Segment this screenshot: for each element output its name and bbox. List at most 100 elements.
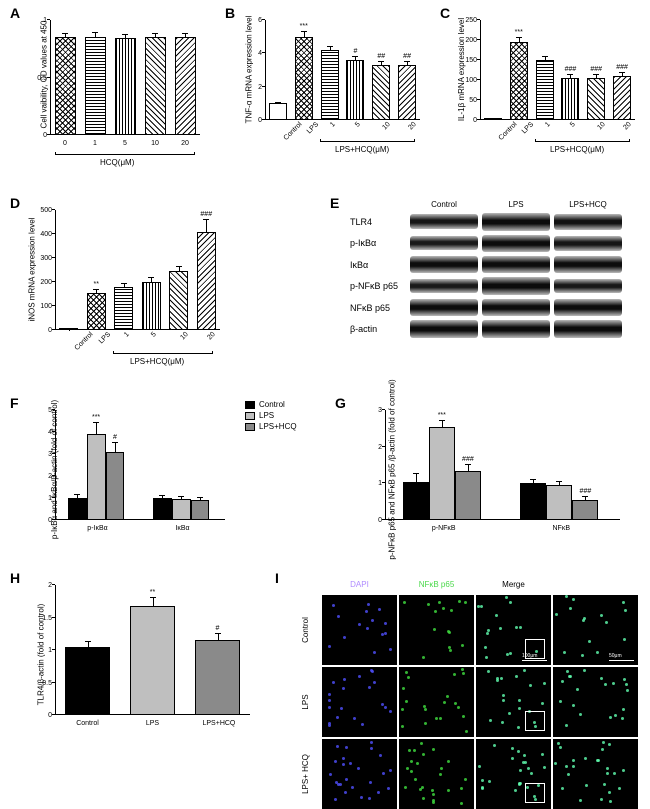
blot-header-Control: Control — [408, 200, 480, 209]
panel-h-chart: **# 00.511.52 ControlLPSLPS+HCQ — [55, 585, 250, 715]
panel-f-ylabel: p-IκBα and IκBα/β-actin (fold of control… — [50, 400, 59, 539]
bar-C-5 — [613, 76, 631, 120]
panel-g-chart: ***###### 0123 p-NFκBNFκB — [385, 410, 620, 520]
blot-band-2-2 — [554, 256, 622, 273]
panel-i-grid: DAPINFκB p65MergeControl100μm50μmLPSLPS+… — [290, 575, 638, 809]
panel-b-chart: ***##### 0246 ControlLPS151020 LPS+HCQ(μ… — [265, 20, 420, 120]
bar-D-1 — [87, 293, 106, 330]
sig-C-5: ### — [613, 64, 631, 71]
bar-G-1-0 — [520, 483, 546, 520]
fluor-cell-0-2: 100μm — [476, 595, 551, 665]
bar-B-5 — [398, 65, 416, 120]
sig-D-1: ** — [87, 281, 106, 288]
blot-label-2: IκBα — [350, 260, 408, 270]
fluor-col-header-3 — [553, 575, 638, 593]
bar-D-4 — [169, 271, 188, 330]
blot-band-1-2 — [554, 236, 622, 251]
fluor-cell-0-1 — [399, 595, 474, 665]
panel-b-bracket-label: LPS+HCQ(μM) — [335, 145, 389, 154]
fluor-col-header-1: NFκB p65 — [399, 575, 474, 593]
legend-item-2: LPS+HCQ — [245, 422, 297, 431]
sig-H-1: ** — [130, 589, 176, 596]
legend-fg: ControlLPSLPS+HCQ — [245, 400, 297, 433]
panel-c-label: C — [440, 5, 450, 21]
blot-band-4-2 — [554, 299, 622, 316]
bar-D-2 — [114, 287, 133, 330]
bar-F-0-0 — [68, 498, 87, 520]
blot-band-2-0 — [410, 256, 478, 273]
fluor-cell-0-0 — [322, 595, 397, 665]
panel-f: F ***# 012345 p-IκBαIκBα p-IκBα and IκBα… — [10, 395, 235, 550]
bar-H-1 — [130, 606, 176, 715]
bar-F-1-2 — [191, 500, 210, 520]
panel-c-chart: ***######### 050100150200250 ControlLPS1… — [480, 20, 635, 120]
blot-band-1-0 — [410, 236, 478, 250]
sig-D-5: ### — [197, 211, 216, 218]
blot-label-4: NFκB p65 — [350, 303, 408, 313]
bar-A-4 — [175, 37, 196, 135]
panel-d-ylabel: iNOS mRNA expression level — [28, 217, 37, 321]
bar-A-2 — [115, 38, 136, 135]
blot-band-4-1 — [482, 299, 550, 316]
panel-a-chart: 00.51 0151020 HCQ(μM) — [50, 20, 200, 135]
bar-G-0-2 — [455, 471, 481, 521]
bar-F-0-1 — [87, 434, 106, 520]
sig-B-1: *** — [295, 23, 313, 30]
blot-band-4-0 — [410, 299, 478, 316]
sig-C-3: ### — [561, 66, 579, 73]
blot-band-3-2 — [554, 279, 622, 293]
blot-label-1: p-IκBα — [350, 238, 408, 248]
sig-C-4: ### — [587, 66, 605, 73]
sig-G-0-2: ### — [450, 456, 486, 463]
fluor-cell-2-2 — [476, 739, 551, 809]
panel-b-ylabel: TNF-α mRNA expression level — [244, 16, 253, 124]
bar-H-2 — [195, 640, 241, 715]
sig-B-5: ## — [398, 53, 416, 60]
panel-e-blots: ControlLPSLPS+HCQTLR4p-IκBαIκBαp-NFκB p6… — [350, 200, 630, 342]
bar-F-1-1 — [172, 499, 191, 520]
sig-C-1: *** — [510, 29, 528, 36]
bar-G-0-1 — [429, 427, 455, 521]
panel-f-chart: ***# 012345 p-IκBαIκBα — [55, 410, 225, 520]
panel-b: B ***##### 0246 ControlLPS151020 LPS+HCQ… — [225, 5, 425, 160]
panel-e-label: E — [330, 195, 339, 211]
blot-band-5-2 — [554, 320, 622, 338]
fluor-cell-2-1 — [399, 739, 474, 809]
panel-f-label: F — [10, 395, 19, 411]
panel-h: H **# 00.511.52 ControlLPSLPS+HCQ TLR4/β… — [10, 570, 255, 740]
blot-band-1-1 — [482, 235, 550, 253]
blot-label-3: p-NFκB p65 — [350, 281, 408, 291]
bar-F-0-2 — [106, 452, 125, 520]
blot-band-5-1 — [482, 320, 550, 338]
blot-row-3: p-NFκB p65 — [350, 277, 630, 295]
bar-D-3 — [142, 282, 161, 330]
bar-A-3 — [145, 37, 166, 135]
fluor-cell-1-0 — [322, 667, 397, 737]
sig-B-4: ## — [372, 53, 390, 60]
blot-row-0: TLR4 — [350, 213, 630, 231]
blot-row-4: NFκB p65 — [350, 299, 630, 316]
panel-g: G ***###### 0123 p-NFκBNFκB p-NFκB p65 a… — [335, 395, 635, 550]
fluor-cell-1-3 — [553, 667, 638, 737]
blot-band-5-0 — [410, 320, 478, 338]
panel-c-ylabel: IL-1β mRNA expression level — [457, 18, 466, 121]
panel-d-label: D — [10, 195, 20, 211]
blot-header-LPS: LPS — [480, 200, 552, 209]
fluor-cell-0-3: 50μm — [553, 595, 638, 665]
sig-H-2: # — [195, 625, 241, 632]
bar-C-3 — [561, 78, 579, 120]
blot-row-1: p-IκBα — [350, 235, 630, 253]
panel-g-ylabel: p-NFκB p65 and NFκB p65 /β-actin (fold o… — [388, 379, 397, 559]
panel-e: E ControlLPSLPS+HCQTLR4p-IκBαIκBαp-NFκB … — [330, 195, 630, 380]
bar-A-0 — [55, 37, 76, 135]
panel-c: C ***######### 050100150200250 ControlLP… — [440, 5, 640, 160]
bar-B-2 — [321, 50, 339, 120]
legend-item-1: LPS — [245, 411, 297, 420]
sig-G-1-2: ### — [567, 488, 603, 495]
bar-B-3 — [346, 60, 364, 120]
fluor-cell-1-1 — [399, 667, 474, 737]
sig-B-3: # — [346, 48, 364, 55]
fluor-col-header-2: Merge — [476, 575, 551, 593]
panel-g-label: G — [335, 395, 346, 411]
bar-D-5 — [197, 232, 216, 330]
